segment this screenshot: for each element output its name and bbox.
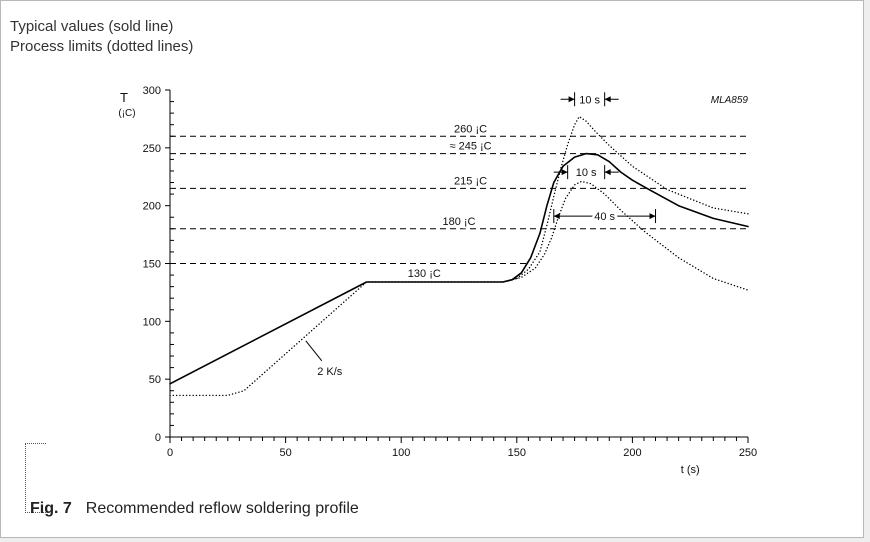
x-tick-label: 0 [167,447,173,459]
slope-label: 2 K/s [317,366,343,378]
interval-arrow [553,213,560,220]
interval-arrow [604,169,611,176]
interval-arrow [604,96,611,103]
y-tick-label: 50 [149,374,161,386]
x-axis-label: t (s) [681,464,700,476]
y-tick-label: 150 [143,259,161,271]
slope-leader [305,340,323,362]
legend-limits: Process limits (dotted lines) [10,38,194,55]
x-tick-label: 100 [392,447,410,459]
reference-line-label: 215 ¡C [454,175,487,187]
reference-line-label: 260 ¡C [454,123,487,135]
interval-label: 10 s [579,94,600,106]
interval-arrow [568,96,575,103]
y-tick-label: 100 [143,316,161,328]
interval-arrow [561,169,568,176]
interval-arrow [649,213,656,220]
y-axis-label: T [120,90,128,105]
typical-curve [169,152,749,385]
x-tick-label: 200 [623,447,641,459]
x-tick-label: 250 [739,447,757,459]
reference-line-label: ≈ 245 ¡C [450,141,492,153]
legend-typical: Typical values (sold line) [10,18,174,35]
caption-bracket [25,443,46,513]
y-tick-label: 0 [155,432,161,444]
limit-curve [502,180,749,291]
interval-label: 40 s [594,211,615,223]
figure-title: Recommended reflow soldering profile [85,500,359,517]
figure-caption: Fig. 7 Recommended reflow soldering profi… [30,500,359,518]
plateau-label: 130 ¡C [408,268,441,280]
x-tick-label: 150 [508,447,526,459]
reference-line-label: 180 ¡C [442,216,475,228]
x-tick-label: 50 [279,447,291,459]
figure-code: MLA859 [711,95,749,106]
interval-label: 10 s [576,167,597,179]
y-tick-label: 200 [143,201,161,213]
y-tick-label: 300 [143,85,161,97]
limit-curve [169,115,749,397]
y-tick-label: 250 [143,143,161,155]
figure-number: Fig. 7 [30,500,72,517]
y-axis-unit: (¡C) [118,108,135,119]
